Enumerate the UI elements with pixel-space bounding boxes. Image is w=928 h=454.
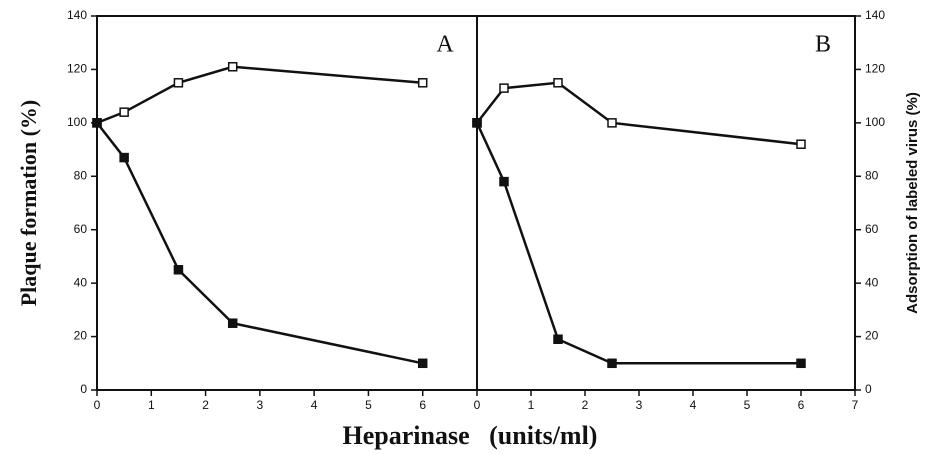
y-tick-label: 0 (80, 382, 87, 396)
y-tick-label: 120 (67, 62, 87, 76)
x-tick-label: 1 (528, 398, 535, 412)
panel-label: A (436, 32, 454, 58)
y-tick-label: 60 (74, 222, 88, 236)
y-tick-label: 140 (67, 8, 87, 22)
y-tick-label: 40 (74, 275, 88, 289)
series-line (476, 81, 802, 146)
y-tick-label: 20 (74, 329, 88, 343)
marker (119, 152, 129, 163)
y-axis-label: Plaque formation (%) (16, 100, 41, 307)
marker (227, 62, 238, 72)
y-tick-label: 120 (865, 62, 885, 76)
marker (227, 318, 238, 328)
y-tick-label: 60 (865, 222, 879, 236)
marker (417, 358, 428, 369)
y-tick-label: 100 (865, 115, 885, 129)
y-tick-label: 0 (865, 382, 872, 396)
x-tick-label: 3 (636, 398, 643, 412)
x-tick-label: 2 (202, 398, 209, 412)
y-tick-label: 80 (865, 168, 879, 182)
x-tick-label: 5 (365, 398, 372, 412)
x-tick-label: 4 (690, 398, 697, 412)
marker (796, 139, 806, 149)
marker (499, 176, 509, 187)
x-tick-label: 5 (744, 398, 751, 412)
marker (472, 118, 482, 128)
y-tick-label: 20 (865, 329, 879, 343)
marker (173, 265, 184, 275)
panel-label: B (815, 32, 831, 58)
y-tick-label: 100 (67, 115, 87, 129)
marker (796, 358, 806, 369)
x-tick-label: 1 (148, 398, 155, 412)
marker (607, 358, 617, 369)
marker (119, 107, 129, 117)
y-tick-label: 80 (74, 168, 88, 182)
marker (553, 334, 563, 344)
y-tick-label: 40 (865, 275, 879, 289)
marker (553, 78, 563, 88)
marker (173, 78, 184, 88)
x-tick-label: 6 (419, 398, 426, 412)
x-tick-label: 0 (94, 398, 101, 412)
marker (92, 118, 102, 128)
y-tick-label: 140 (865, 8, 885, 22)
x-tick-label: 4 (311, 398, 318, 412)
x-tick-label: 7 (852, 398, 859, 412)
x-axis-label: Heparinase (units/ml) (343, 421, 598, 450)
marker (607, 118, 617, 128)
y-axis-label: Adsorption of labeled virus (%) (904, 92, 921, 314)
plot-frame (476, 15, 856, 391)
series-line (96, 122, 423, 365)
x-tick-label: 3 (257, 398, 264, 412)
x-tick-label: 6 (798, 398, 805, 412)
x-tick-label: 2 (582, 398, 589, 412)
marker (417, 78, 428, 88)
marker (499, 83, 509, 93)
x-tick-label: 0 (474, 398, 481, 412)
series-line (96, 65, 423, 125)
series-line (475, 122, 801, 365)
